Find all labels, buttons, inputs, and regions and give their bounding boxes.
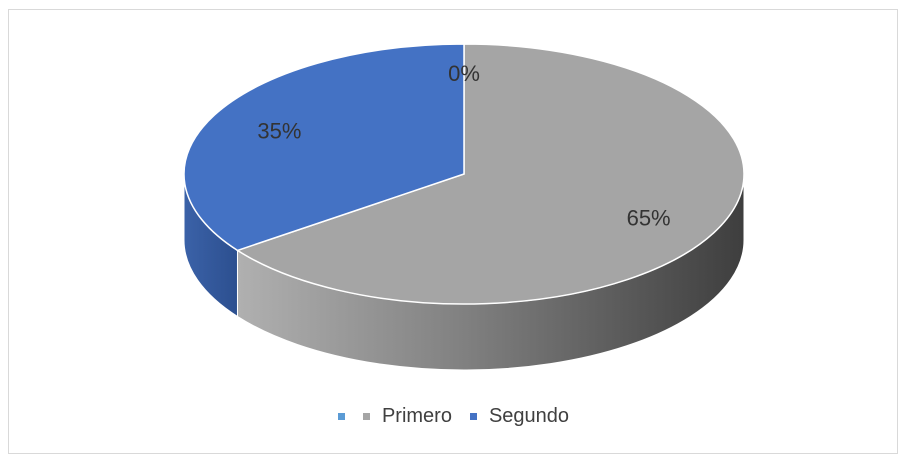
legend-swatch bbox=[362, 413, 370, 420]
legend-item-segundo: Segundo bbox=[469, 405, 570, 428]
legend-label: Segundo bbox=[488, 405, 570, 427]
data-label-primero: 65% bbox=[627, 206, 671, 231]
legend-item-unnamed bbox=[337, 413, 345, 420]
pie-slice-segundo bbox=[183, 43, 465, 252]
legend: Primero Segundo bbox=[0, 405, 907, 428]
legend-swatch bbox=[337, 413, 345, 420]
legend-item-primero: Primero bbox=[362, 405, 452, 428]
data-label-slice-0: 0% bbox=[448, 61, 480, 86]
pie-slice-primero bbox=[235, 43, 745, 305]
legend-swatch bbox=[469, 413, 477, 420]
data-label-segundo: 35% bbox=[257, 118, 301, 143]
legend-label: Primero bbox=[381, 405, 452, 427]
